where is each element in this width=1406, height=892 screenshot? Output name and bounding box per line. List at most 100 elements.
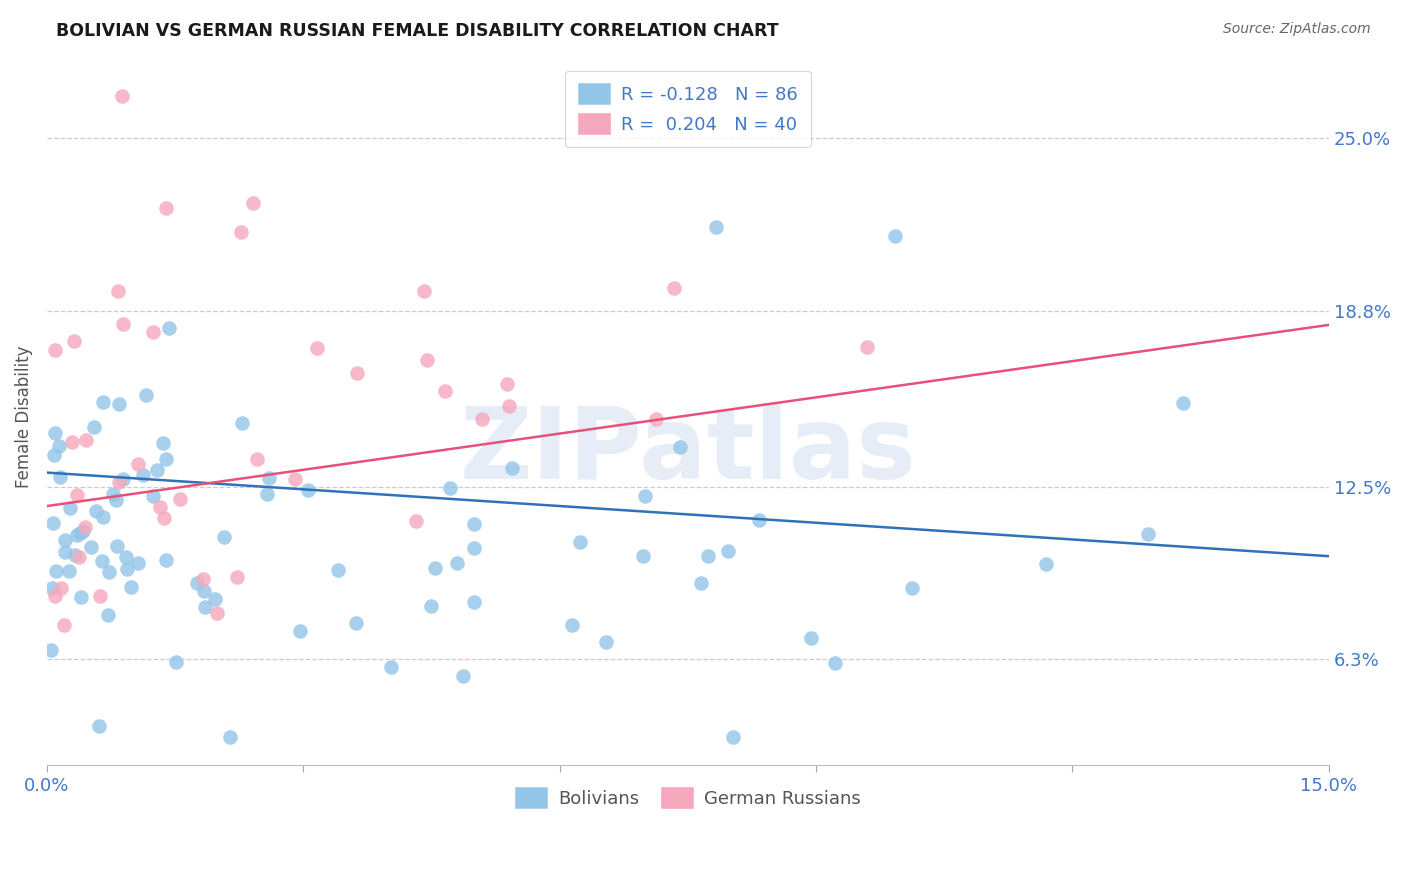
Point: [231, 416, 253, 430]
Point: [451, 668, 474, 682]
Point: [634, 489, 657, 503]
Point: [75, 434, 97, 448]
Point: [90, 554, 112, 568]
Point: [53, 545, 76, 559]
Point: [63, 334, 86, 348]
Point: [127, 556, 149, 570]
Point: [115, 562, 138, 576]
Point: [186, 576, 208, 591]
Point: [44, 343, 66, 357]
Point: [416, 353, 439, 368]
Point: [246, 452, 269, 467]
Point: [413, 285, 436, 299]
Point: [346, 366, 368, 380]
Point: [70, 590, 93, 604]
Point: [66, 527, 89, 541]
Point: [283, 472, 305, 486]
Point: [153, 511, 176, 525]
Point: [463, 516, 485, 531]
Point: [496, 377, 519, 392]
Point: [53, 533, 76, 547]
Point: [498, 399, 520, 413]
Text: ZIPatlas: ZIPatlas: [460, 403, 917, 500]
Point: [747, 513, 769, 527]
Point: [191, 572, 214, 586]
Point: [439, 481, 461, 495]
Point: [152, 435, 174, 450]
Point: [120, 580, 142, 594]
Point: [60, 434, 83, 449]
Point: [89, 589, 111, 603]
Point: [115, 549, 138, 564]
Point: [721, 731, 744, 745]
Point: [229, 225, 252, 239]
Point: [256, 487, 278, 501]
Point: [1171, 396, 1194, 410]
Point: [690, 575, 713, 590]
Point: [107, 397, 129, 411]
Point: [568, 535, 591, 549]
Point: [155, 451, 177, 466]
Point: [471, 412, 494, 426]
Point: [901, 581, 924, 595]
Point: [112, 472, 135, 486]
Point: [51, 581, 73, 595]
Point: [669, 440, 692, 454]
Text: Source: ZipAtlas.com: Source: ZipAtlas.com: [1223, 22, 1371, 37]
Text: BOLIVIAN VS GERMAN RUSSIAN FEMALE DISABILITY CORRELATION CHART: BOLIVIAN VS GERMAN RUSSIAN FEMALE DISABI…: [56, 22, 779, 40]
Point: [45, 564, 67, 578]
Point: [149, 500, 172, 515]
Point: [112, 317, 135, 331]
Point: [157, 321, 180, 335]
Point: [288, 624, 311, 638]
Point: [824, 656, 846, 670]
Point: [107, 284, 129, 298]
Point: [307, 341, 329, 355]
Point: [72, 524, 94, 538]
Point: [405, 514, 427, 528]
Point: [204, 591, 226, 606]
Point: [108, 475, 131, 490]
Point: [633, 549, 655, 563]
Point: [463, 541, 485, 555]
Point: [297, 483, 319, 498]
Point: [446, 557, 468, 571]
Point: [91, 394, 114, 409]
Point: [132, 467, 155, 482]
Point: [855, 340, 877, 354]
Point: [434, 384, 457, 398]
Point: [41, 581, 63, 595]
Point: [42, 516, 65, 530]
Point: [219, 731, 242, 745]
Point: [1035, 558, 1057, 572]
Point: [142, 489, 165, 503]
Point: [83, 420, 105, 434]
Point: [212, 530, 235, 544]
Point: [48, 439, 70, 453]
Point: [169, 491, 191, 506]
Point: [69, 549, 91, 564]
Point: [73, 520, 96, 534]
Point: [242, 195, 264, 210]
Point: [257, 471, 280, 485]
Point: [105, 539, 128, 553]
Point: [53, 618, 76, 632]
Point: [226, 569, 249, 583]
Point: [664, 281, 686, 295]
Point: [48, 469, 70, 483]
Point: [44, 425, 66, 440]
Point: [65, 488, 87, 502]
Point: [561, 618, 583, 632]
Point: [59, 501, 82, 516]
Point: [344, 615, 367, 630]
Point: [97, 607, 120, 622]
Point: [463, 595, 485, 609]
Point: [103, 487, 125, 501]
Point: [127, 457, 149, 471]
Legend: Bolivians, German Russians: Bolivians, German Russians: [508, 780, 869, 815]
Point: [41, 642, 63, 657]
Point: [800, 631, 823, 645]
Point: [595, 634, 617, 648]
Point: [884, 228, 907, 243]
Point: [142, 326, 165, 340]
